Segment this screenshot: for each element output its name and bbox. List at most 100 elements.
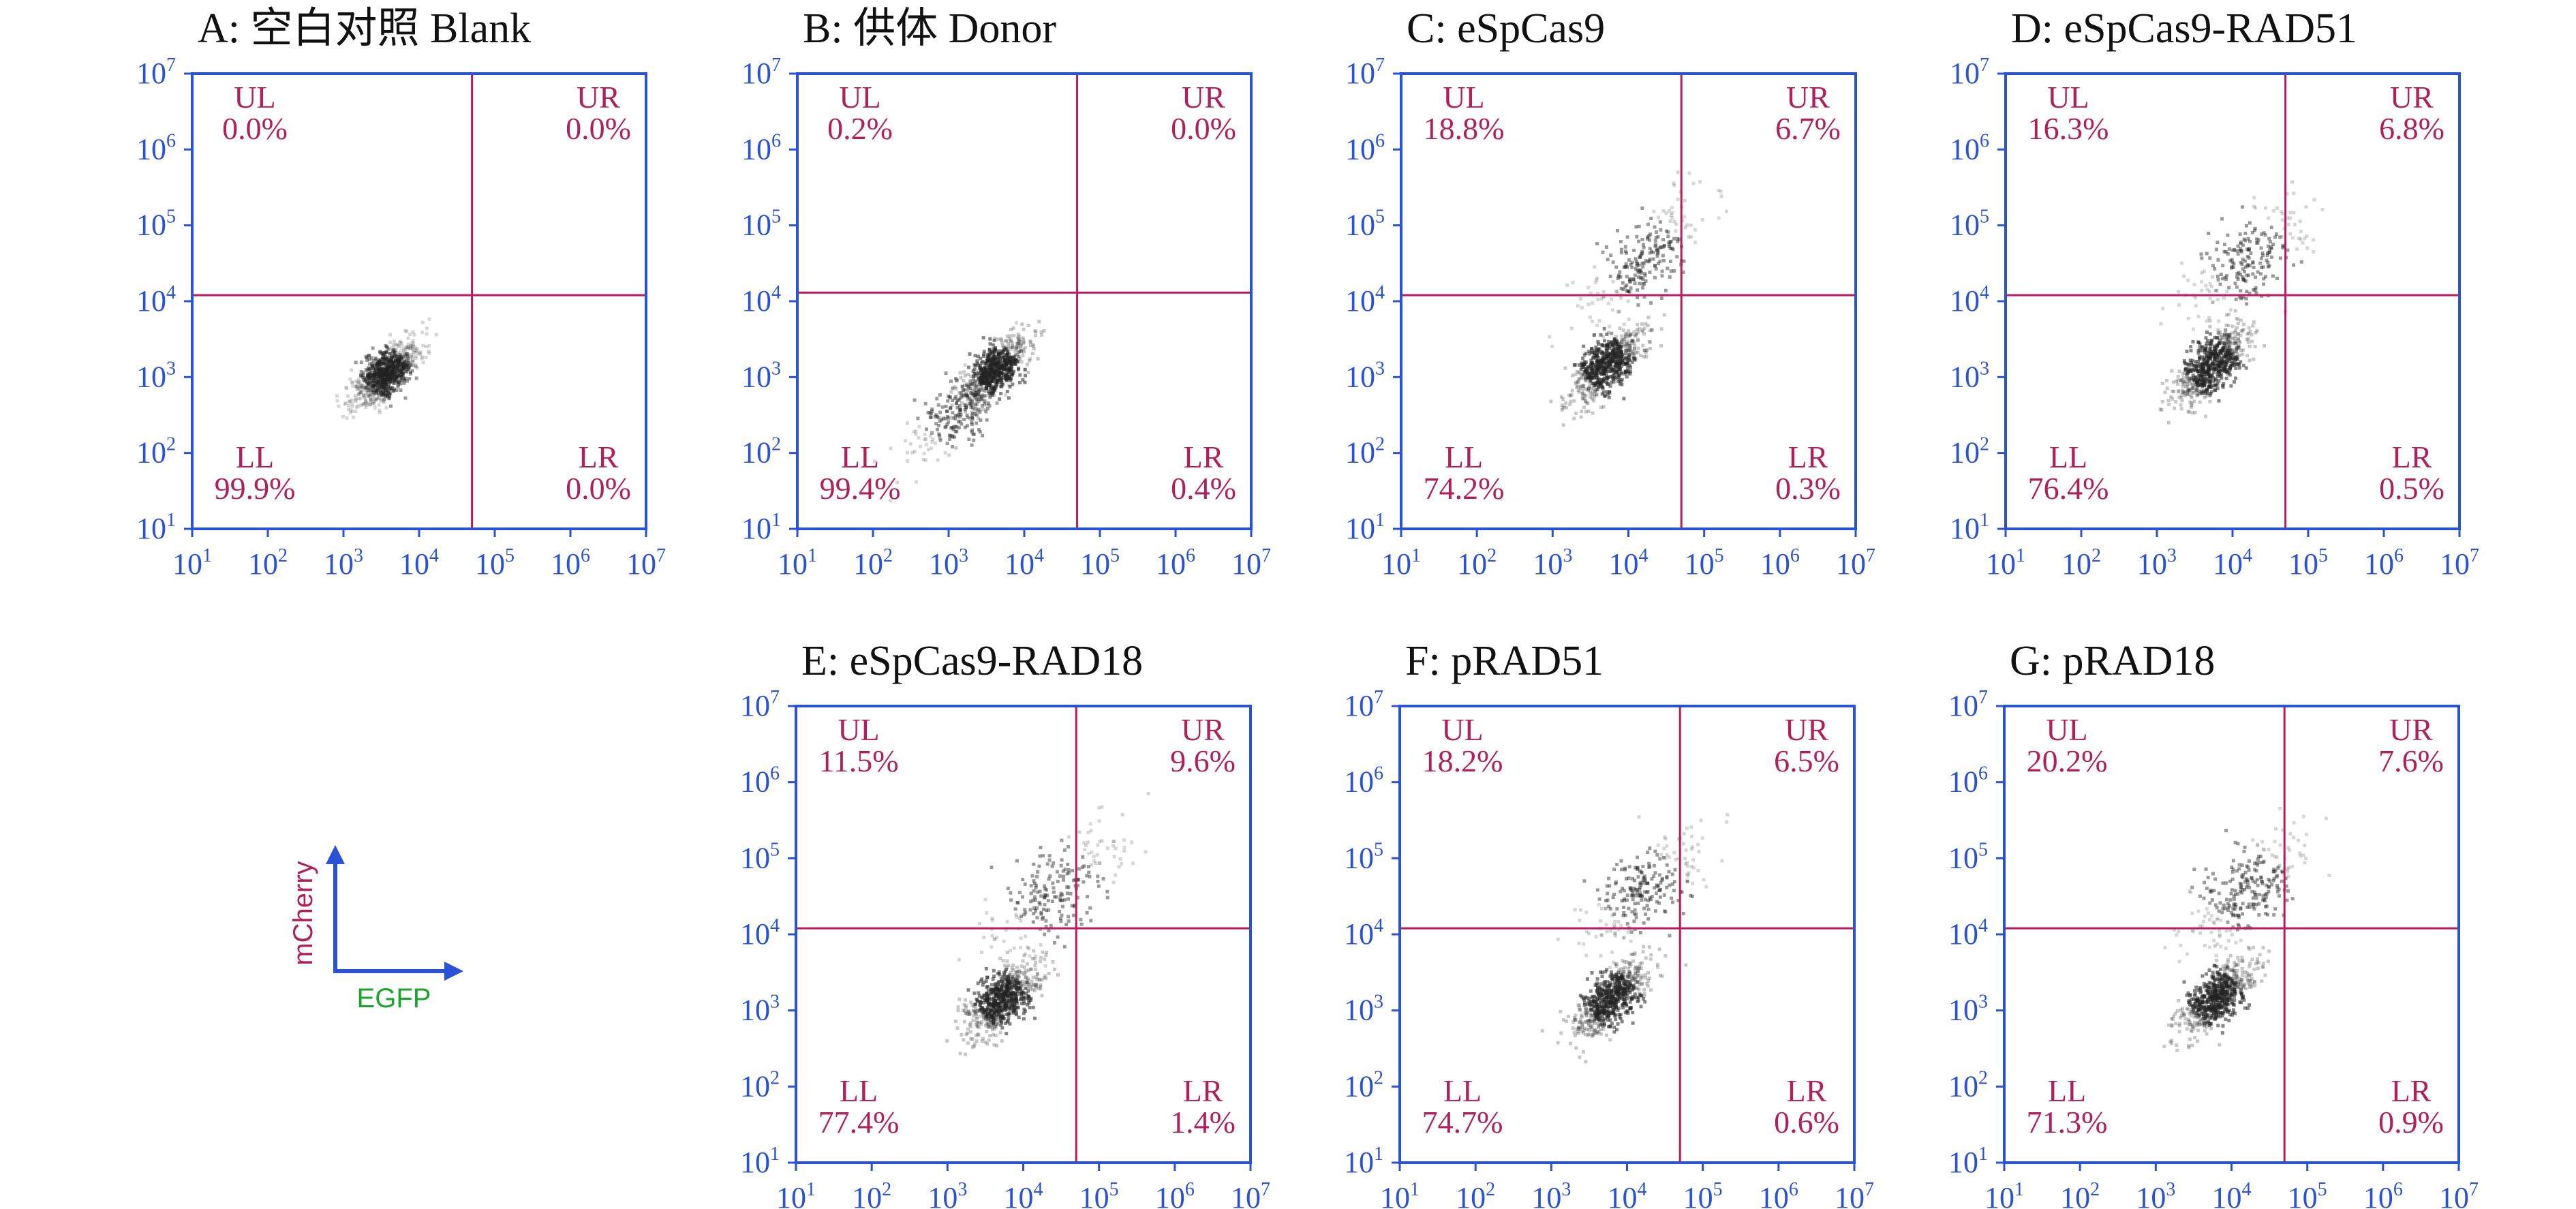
y-tick-label: 106 [1950,130,1989,166]
event-point [1025,979,1029,983]
event-point [975,407,979,411]
event-point [971,1009,975,1013]
event-point [1623,372,1627,376]
event-point [398,353,402,357]
event-point [390,355,394,359]
event-point [383,378,387,382]
event-point [2228,341,2233,345]
event-point [2205,394,2208,398]
event-point [996,1009,1000,1013]
event-point [378,408,382,412]
event-point [970,423,974,427]
event-point [1687,171,1691,175]
event-point [360,386,364,390]
event-point [378,359,382,363]
event-point [382,381,385,385]
event-point [1027,1001,1031,1005]
event-point [996,984,1000,988]
event-point [2158,407,2162,411]
event-point [1646,979,1651,983]
event-point [994,349,998,353]
event-point [1118,857,1122,861]
event-point [1002,367,1006,371]
event-point [1620,350,1623,354]
event-point [1672,236,1676,241]
event-point [995,1043,999,1047]
event-point [399,353,403,357]
event-point [1146,791,1150,795]
event-point [1642,997,1645,1001]
event-point [388,340,393,344]
event-point [2222,333,2226,337]
event-point [2186,391,2189,395]
event-point [1039,846,1043,850]
event-point [1009,362,1013,366]
event-point [1032,956,1037,960]
event-point [1627,290,1631,294]
event-point [2251,324,2255,328]
event-point [2215,247,2218,251]
event-point [397,360,401,364]
event-point [2224,333,2228,337]
event-point [1666,230,1670,234]
event-point [2232,262,2236,266]
event-point [984,410,988,414]
event-point [1644,348,1648,352]
event-point [1608,344,1612,348]
event-point [379,374,383,378]
event-point [404,345,408,349]
event-point [2237,332,2240,336]
event-point [380,374,384,378]
event-point [1079,922,1084,926]
event-point [997,1013,1001,1017]
event-point [1584,410,1588,414]
event-point [386,369,390,373]
event-point [388,359,393,363]
event-point [382,357,386,361]
event-point [930,412,934,416]
event-point [384,393,388,397]
event-point [1004,393,1008,397]
event-point [2190,411,2194,415]
event-point [1112,855,1116,859]
event-point [2198,377,2203,381]
event-point [356,378,361,381]
event-point [380,369,384,373]
event-point [2222,363,2226,367]
event-point [1640,981,1644,985]
event-point [923,437,927,441]
event-point [415,346,419,350]
event-point [377,378,381,382]
event-point [383,369,387,373]
event-point [1026,995,1030,998]
event-point [984,979,988,983]
event-point [1007,973,1011,977]
event-point [955,401,959,405]
event-point [405,329,409,333]
event-point [1625,365,1629,369]
event-point [985,975,989,979]
event-point [2226,251,2230,256]
event-point [1595,373,1599,378]
event-point [394,360,398,364]
event-point [1655,247,1659,251]
event-point [380,371,383,375]
event-point [2246,263,2250,266]
event-point [1628,991,1632,994]
event-point [382,397,386,401]
event-point [981,996,985,1000]
event-point [2265,258,2269,262]
event-point [962,383,966,387]
event-point [2199,391,2203,395]
event-point [1028,900,1032,904]
event-point [384,357,388,361]
event-point [2177,390,2181,394]
event-point [1086,865,1090,869]
event-point [384,369,388,373]
event-point [1005,377,1009,381]
event-point [382,378,386,382]
event-point [1038,902,1042,906]
event-point [1007,384,1011,388]
event-point [397,366,401,369]
event-point [1596,297,1600,301]
